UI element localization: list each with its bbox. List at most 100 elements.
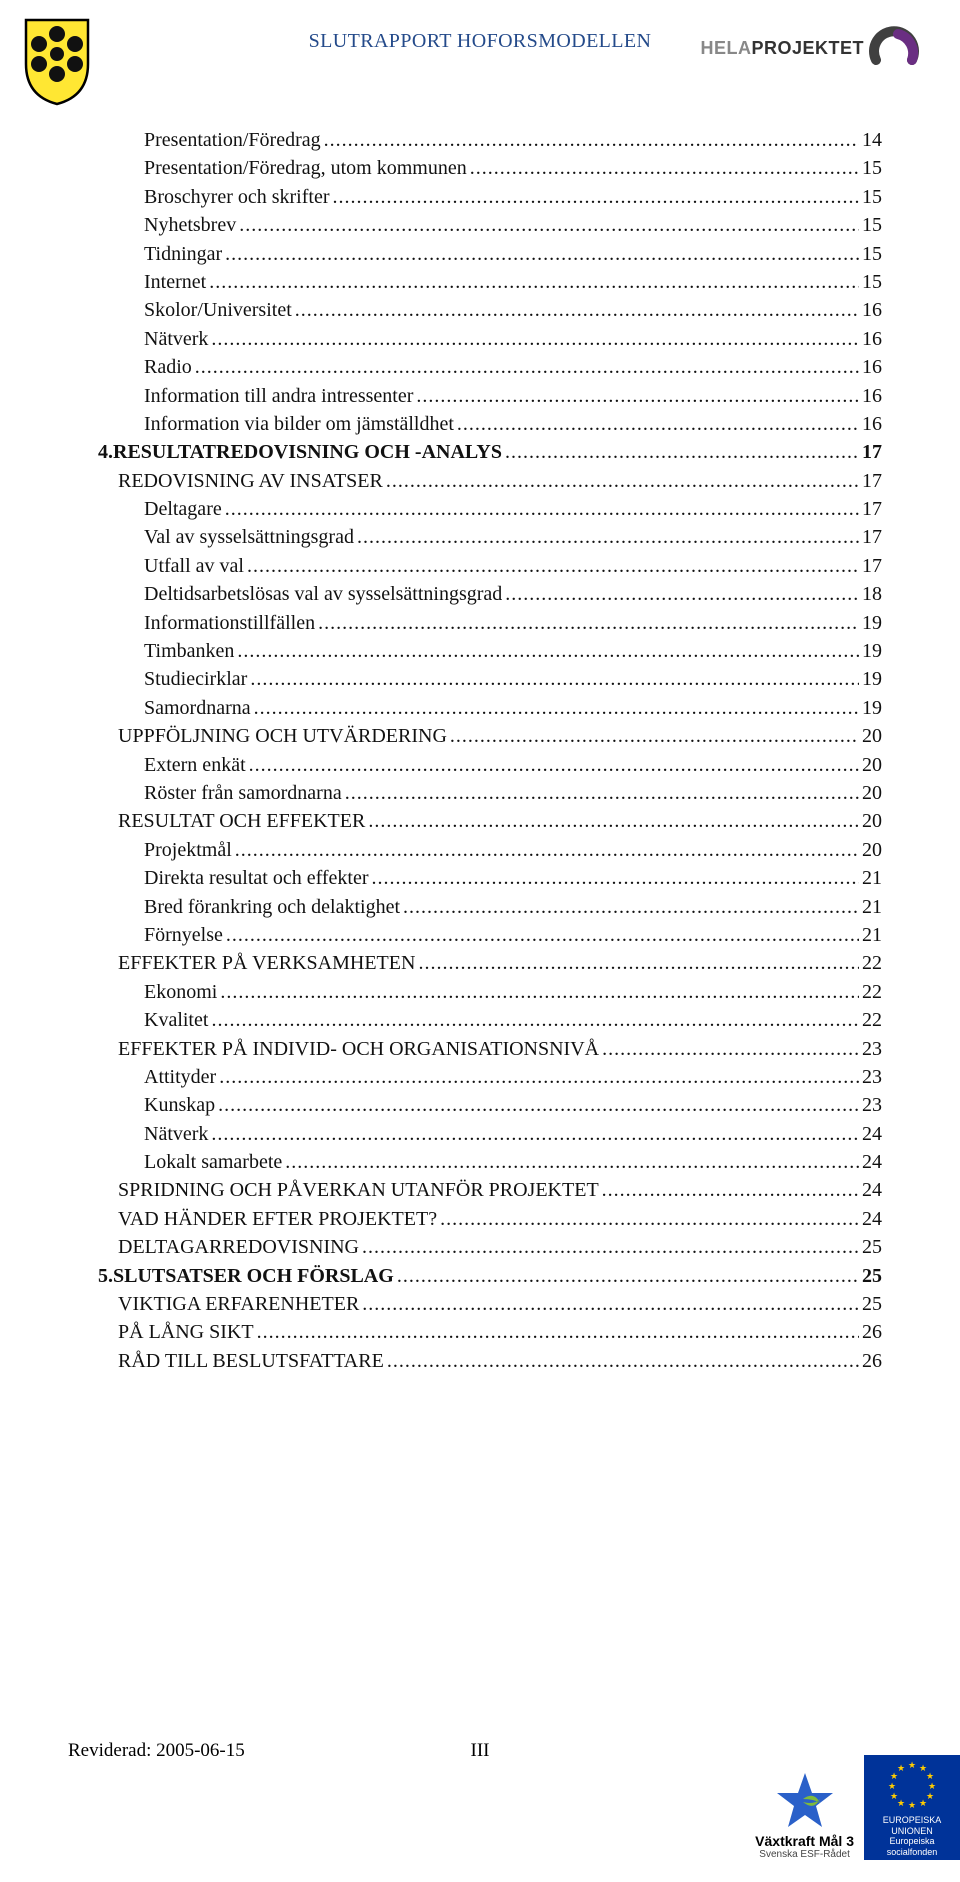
toc-entry-title: SLUTSATSER OCH FÖRSLAG: [113, 1262, 394, 1290]
toc-entry: Skolor/Universitet 16: [98, 296, 882, 324]
toc-dot-leader: [387, 1347, 859, 1375]
toc-entry: Ekonomi22: [98, 978, 882, 1006]
footer-page-number: III: [471, 1740, 490, 1762]
toc-dot-leader: [333, 183, 860, 211]
toc-entry-title: Informationstillfällen: [144, 609, 315, 637]
toc-entry-title: Nätverk: [144, 325, 208, 353]
toc-entry-title: Internet: [144, 268, 206, 296]
toc-entry-title: Deltagare: [144, 495, 222, 523]
eu-caption: EUROPEISKA UNIONEN Europeiska socialfond…: [864, 1813, 960, 1860]
toc-entry: Utfall av val 17: [98, 552, 882, 580]
toc-entry: SPRIDNING OCH PÅVERKAN UTANFÖR PROJEKTET…: [98, 1176, 882, 1204]
toc-page-number: 16: [862, 325, 882, 353]
toc-entry: Bred förankring och delaktighet 21: [98, 893, 882, 921]
toc-entry-title: Samordnarna: [144, 694, 251, 722]
toc-dot-leader: [250, 665, 859, 693]
toc-dot-leader: [225, 495, 859, 523]
toc-dot-leader: [285, 1148, 859, 1176]
toc-entry: Studiecirklar19: [98, 665, 882, 693]
page-header: SLUTRAPPORT HOFORSMODELLEN HELAPROJEKTET: [68, 24, 892, 114]
toc-dot-leader: [219, 1063, 859, 1091]
svg-text:★: ★: [919, 1798, 927, 1808]
toc-dot-leader: [295, 296, 859, 324]
toc-entry: RÅD TILL BESLUTSFATTARE26: [98, 1347, 882, 1375]
toc-entry-title: Radio: [144, 353, 192, 381]
toc-page-number: 17: [862, 467, 882, 495]
toc-page-number: 15: [862, 211, 882, 239]
toc-page-number: 15: [862, 268, 882, 296]
toc-entry: Kvalitet22: [98, 1006, 882, 1034]
toc-page-number: 15: [862, 183, 882, 211]
toc-entry-title: VAD HÄNDER EFTER PROJEKTET?: [118, 1205, 437, 1233]
toc-dot-leader: [211, 325, 859, 353]
toc-dot-leader: [440, 1205, 859, 1233]
toc-entry-title: Projektmål: [144, 836, 232, 864]
toc-entry-title: Extern enkät: [144, 751, 246, 779]
toc-entry-title: Broschyrer och skrifter: [144, 183, 330, 211]
mal3-star-icon: [770, 1769, 840, 1833]
toc-dot-leader: [403, 893, 859, 921]
toc-entry-title: Presentation/Föredrag: [144, 126, 321, 154]
toc-entry: VIKTIGA ERFARENHETER25: [98, 1290, 882, 1318]
toc-page-number: 25: [862, 1290, 882, 1318]
svg-text:★: ★: [897, 1763, 905, 1773]
toc-entry: REDOVISNING AV INSATSER 17: [98, 467, 882, 495]
toc-entry-title: Ekonomi: [144, 978, 217, 1006]
toc-dot-leader: [368, 807, 859, 835]
toc-page-number: 21: [862, 893, 882, 921]
toc-page-number: 24: [862, 1205, 882, 1233]
toc-dot-leader: [249, 751, 859, 779]
toc-entry-title: Presentation/Föredrag, utom kommunen: [144, 154, 467, 182]
toc-entry-title: RESULTAT OCH EFFEKTER: [118, 807, 365, 835]
toc-entry-title: Bred förankring och delaktighet: [144, 893, 400, 921]
svg-text:★: ★: [926, 1771, 934, 1781]
toc-page-number: 17: [862, 438, 882, 466]
toc-dot-leader: [345, 779, 859, 807]
toc-entry: Nätverk24: [98, 1120, 882, 1148]
table-of-contents: Presentation/Föredrag14Presentation/Före…: [68, 126, 892, 1375]
toc-page-number: 18: [862, 580, 882, 608]
toc-page-number: 21: [862, 921, 882, 949]
svg-text:★: ★: [908, 1800, 916, 1809]
toc-entry: Timbanken19: [98, 637, 882, 665]
toc-dot-leader: [416, 382, 859, 410]
toc-entry-title: EFFEKTER PÅ VERKSAMHETEN: [118, 949, 415, 977]
toc-entry: VAD HÄNDER EFTER PROJEKTET? 24: [98, 1205, 882, 1233]
toc-entry: RESULTAT OCH EFFEKTER20: [98, 807, 882, 835]
toc-entry: 5.SLUTSATSER OCH FÖRSLAG25: [98, 1262, 882, 1290]
toc-entry: Attityder23: [98, 1063, 882, 1091]
toc-entry-title: Skolor/Universitet: [144, 296, 292, 324]
toc-dot-leader: [372, 864, 859, 892]
toc-entry: Radio16: [98, 353, 882, 381]
toc-dot-leader: [239, 211, 859, 239]
toc-entry: Deltidsarbetslösas val av sysselsättning…: [98, 580, 882, 608]
toc-entry: Val av sysselsättningsgrad17: [98, 523, 882, 551]
toc-dot-leader: [457, 410, 859, 438]
footer-logos: Växtkraft Mål 3 Svenska ESF-Rådet ★ ★ ★ …: [755, 1755, 960, 1860]
svg-text:★: ★: [890, 1791, 898, 1801]
toc-dot-leader: [218, 1091, 859, 1119]
toc-page-number: 16: [862, 296, 882, 324]
toc-entry-title: RÅD TILL BESLUTSFATTARE: [118, 1347, 384, 1375]
toc-page-number: 23: [862, 1091, 882, 1119]
toc-dot-leader: [235, 836, 859, 864]
toc-entry: Nyhetsbrev15: [98, 211, 882, 239]
toc-dot-leader: [505, 438, 859, 466]
toc-page-number: 20: [862, 722, 882, 750]
toc-entry-title: Attityder: [144, 1063, 216, 1091]
toc-page-number: 24: [862, 1148, 882, 1176]
toc-page-number: 17: [862, 552, 882, 580]
toc-page-number: 20: [862, 836, 882, 864]
mal3-logo: Växtkraft Mål 3 Svenska ESF-Rådet: [755, 1769, 854, 1860]
toc-dot-leader: [211, 1120, 859, 1148]
eu-logo: ★ ★ ★ ★ ★ ★ ★ ★ ★ ★ ★ ★ EU: [864, 1755, 960, 1860]
svg-text:★: ★: [897, 1798, 905, 1808]
toc-section-number: 5.: [98, 1262, 113, 1290]
toc-entry-title: Utfall av val: [144, 552, 244, 580]
toc-dot-leader: [257, 1318, 859, 1346]
toc-entry: Tidningar15: [98, 240, 882, 268]
svg-text:★: ★: [926, 1791, 934, 1801]
toc-dot-leader: [209, 268, 859, 296]
toc-page-number: 20: [862, 751, 882, 779]
toc-entry-title: REDOVISNING AV INSATSER: [118, 467, 383, 495]
